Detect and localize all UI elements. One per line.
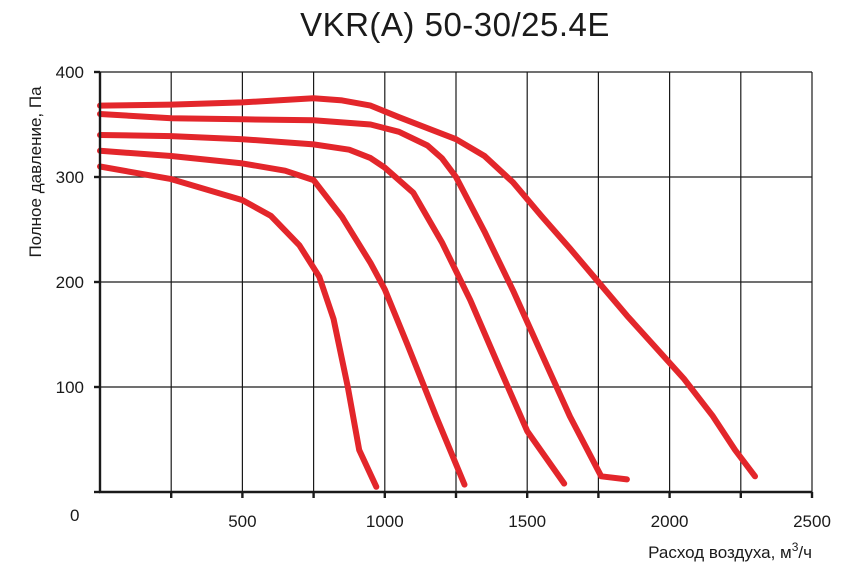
- x-tick-label: 500: [228, 512, 256, 531]
- origin-label: 0: [70, 506, 79, 525]
- y-tick-label: 400: [56, 63, 84, 82]
- x-axis-title: Расход воздуха, м3/ч: [648, 540, 812, 562]
- fan-curve-1: [97, 163, 380, 490]
- y-tick-label: 200: [56, 273, 84, 292]
- fan-curves: [97, 95, 758, 490]
- chart-title: VKR(A) 50-30/25.4E: [300, 6, 610, 43]
- x-tick-label: 2500: [793, 512, 831, 531]
- axes: [94, 70, 814, 498]
- tick-labels: 500 1000 1500 2000 2500 100 200 300 400: [56, 63, 831, 531]
- fan-curve-2: [97, 147, 468, 488]
- fan-curve-4: [97, 111, 630, 483]
- x-tick-label: 1500: [508, 512, 546, 531]
- y-tick-label: 100: [56, 378, 84, 397]
- x-tick-label: 2000: [651, 512, 689, 531]
- fan-curve-5: [97, 95, 758, 480]
- y-tick-label: 300: [56, 168, 84, 187]
- y-axis-title: Полное давление, Па: [26, 86, 45, 258]
- fan-curve-3: [97, 132, 568, 487]
- x-tick-label: 1000: [366, 512, 404, 531]
